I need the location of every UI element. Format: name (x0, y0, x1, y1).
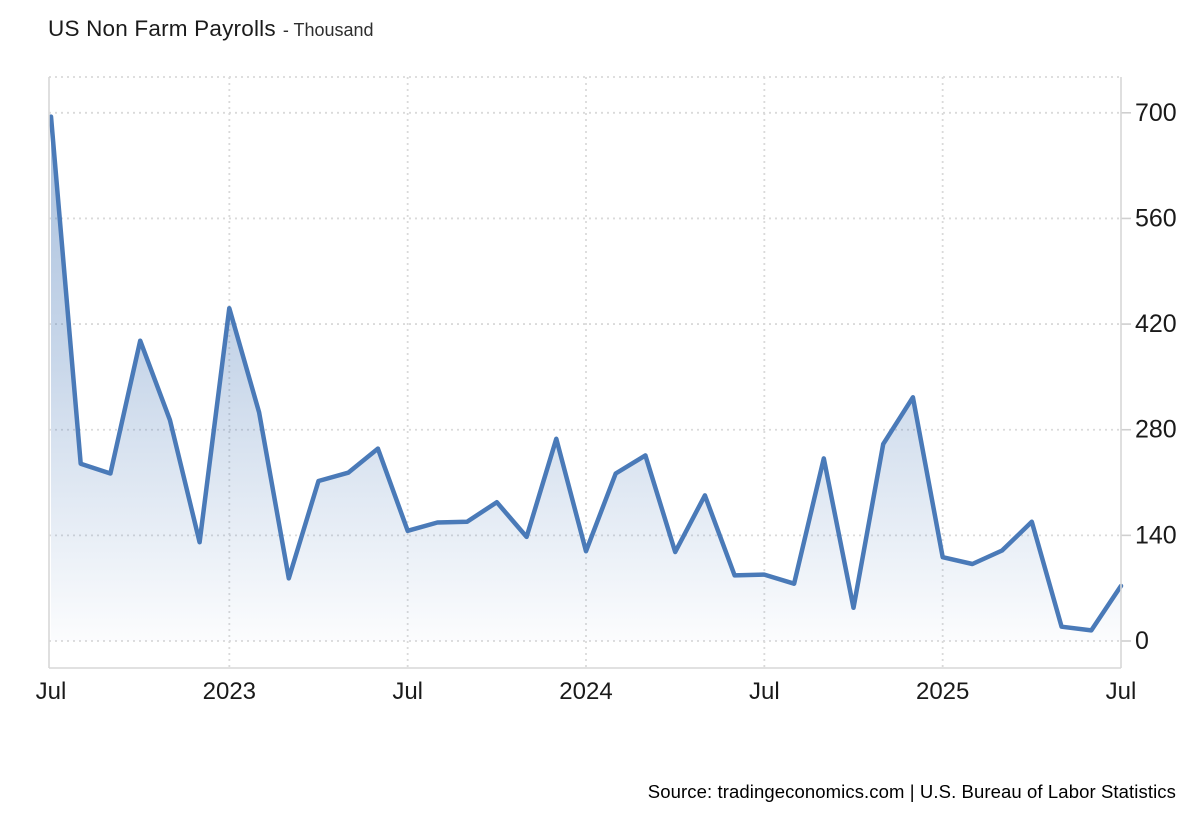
payrolls-area-fill (51, 116, 1121, 642)
x-tick-label: Jul (392, 678, 423, 705)
y-tick-label: 420 (1135, 310, 1177, 338)
payrolls-line-series[interactable] (48, 114, 1124, 633)
nonfarm-payrolls-area-chart[interactable]: 700 560 420 280 140 0 Jul 2023 Jul 2024 Jul 2025 Jul (0, 0, 1200, 720)
x-tick-label: 2025 (916, 678, 969, 705)
x-tick-label: Jul (1106, 678, 1137, 705)
y-tick-label: 560 (1135, 204, 1177, 232)
x-tick-label: 2024 (559, 678, 612, 705)
chart-header: US Non Farm Payrolls - Thousand (48, 16, 374, 42)
chart-title: US Non Farm Payrolls (48, 16, 276, 41)
y-tick-label: 140 (1135, 521, 1177, 549)
x-tick-label: Jul (36, 678, 67, 705)
x-tick-label: 2023 (203, 678, 256, 705)
y-tick-label: 0 (1135, 627, 1149, 655)
y-tick-label: 280 (1135, 416, 1177, 444)
x-tick-label: Jul (749, 678, 780, 705)
chart-subtitle: - Thousand (282, 20, 374, 40)
y-tick-label: 700 (1135, 99, 1177, 127)
source-attribution: Source: tradingeconomics.com | U.S. Bure… (647, 781, 1176, 802)
